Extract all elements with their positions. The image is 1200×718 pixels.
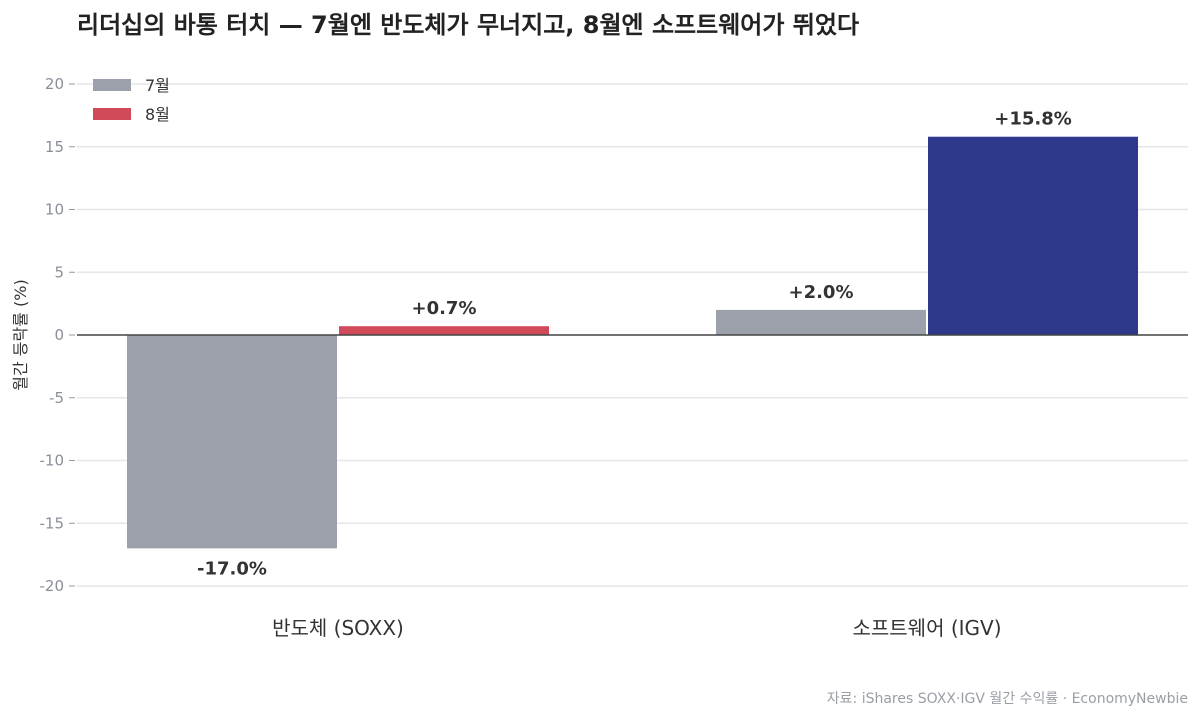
y-axis-ticks: 20 15 10 5 0 -5 -10 -15 -20 <box>40 75 75 595</box>
y-tick-label: -15 <box>40 514 65 532</box>
data-label: +15.8% <box>994 109 1072 130</box>
y-tick-label: 10 <box>45 201 64 219</box>
y-tick-label: 0 <box>54 326 64 344</box>
bar-jul-1 <box>716 309 926 335</box>
x-category-label: 소프트웨어 (IGV) <box>852 616 1001 640</box>
data-label: +2.0% <box>788 282 853 303</box>
bars <box>127 136 1138 549</box>
bar-jul-0 <box>127 335 337 549</box>
bar-aug-1 <box>928 136 1138 335</box>
y-tick-label: 5 <box>54 263 64 281</box>
y-tick-label: -10 <box>40 452 65 470</box>
legend-label-jul: 7월 <box>145 76 170 95</box>
legend-swatch-jul <box>93 79 131 91</box>
legend: 7월 8월 <box>93 76 170 124</box>
y-tick-label: -5 <box>49 389 64 407</box>
bar-aug-0 <box>339 326 549 335</box>
source-note: 자료: iShares SOXX·IGV 월간 수익률 · EconomyNew… <box>827 691 1188 707</box>
data-labels: -17.0% +0.7% +2.0% +15.8% <box>197 109 1072 580</box>
y-tick-label: 15 <box>45 138 64 156</box>
y-tick-label: 20 <box>45 75 64 93</box>
legend-swatch-aug <box>93 108 131 120</box>
x-axis-categories: 반도체 (SOXX) 소프트웨어 (IGV) <box>272 616 1001 640</box>
y-axis-label: 월간 등락률 (%) <box>11 279 30 390</box>
chart-title: 리더십의 바통 터치 — 7월엔 반도체가 무너지고, 8월엔 소프트웨어가 뛰… <box>77 11 859 39</box>
legend-label-aug: 8월 <box>145 105 170 124</box>
data-label: -17.0% <box>197 558 267 579</box>
x-category-label: 반도체 (SOXX) <box>272 616 404 640</box>
data-label: +0.7% <box>411 298 476 319</box>
y-tick-label: -20 <box>40 577 65 595</box>
